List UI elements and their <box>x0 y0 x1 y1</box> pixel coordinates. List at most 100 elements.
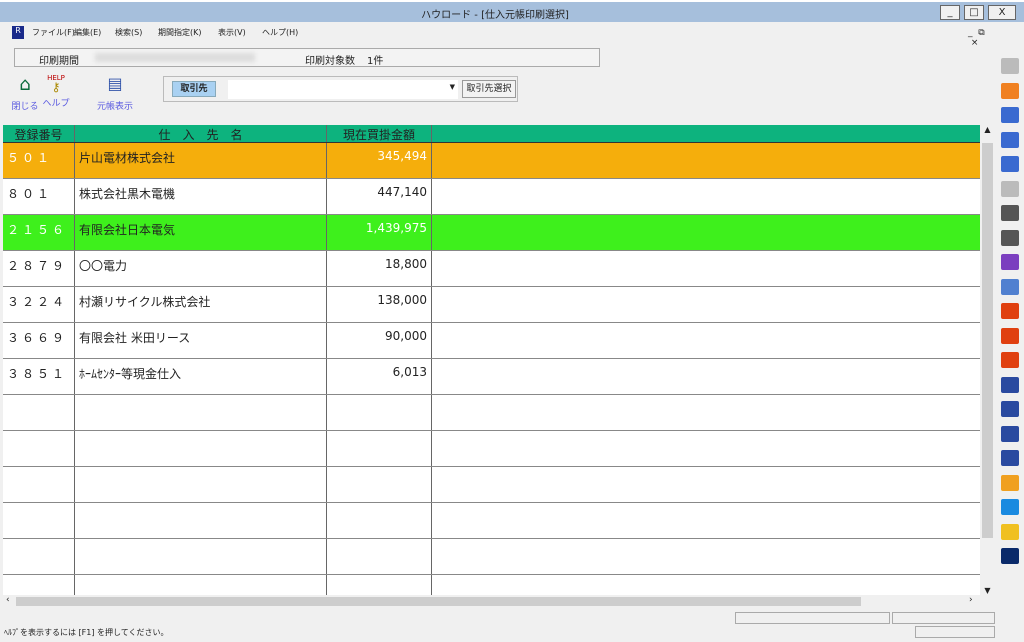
mdi-controls[interactable]: _ ⧉ × <box>968 28 985 48</box>
menu-search[interactable]: 検索(S) <box>115 28 143 37</box>
supplier-search-panel: 取引先 ▼ 取引先選択 <box>163 76 518 102</box>
taskbar-app-icon[interactable] <box>1001 401 1019 417</box>
cell-name: 株式会社黒木電機 <box>75 179 327 214</box>
cell-amount: 345,494 <box>327 143 432 178</box>
cell-blank <box>432 575 980 595</box>
menu-period[interactable]: 期間指定(K) <box>158 28 202 37</box>
table-row[interactable] <box>3 395 980 431</box>
cell-code <box>3 575 75 595</box>
taskbar-app-icon[interactable] <box>1001 548 1019 564</box>
taskbar-app-icon[interactable] <box>1001 180 1019 197</box>
table-row[interactable]: ３２２４ 村瀬リサイクル株式会社 138,000 <box>3 287 980 323</box>
window-title: ハウロード - [仕入元帳印刷選択] <box>421 10 569 21</box>
header-blank <box>432 125 980 142</box>
cell-code: ３８５１ <box>3 359 75 394</box>
table-header: 登録番号 仕 入 先 名 現在買掛金額 <box>3 125 980 143</box>
taskbar-app-icon[interactable] <box>1001 107 1019 123</box>
header-name[interactable]: 仕 入 先 名 <box>75 125 327 142</box>
cell-name <box>75 467 327 502</box>
dropdown-arrow-icon[interactable]: ▼ <box>449 83 455 91</box>
taskbar-app-icon[interactable] <box>1001 82 1019 99</box>
scroll-left-icon: ‹ <box>6 595 10 605</box>
table-row[interactable] <box>3 431 980 467</box>
table-row[interactable]: ３６６９ 有限会社 米田リース 90,000 <box>3 323 980 359</box>
close-button[interactable]: X <box>988 5 1016 20</box>
count-value: 1件 <box>367 56 384 67</box>
supplier-label: 取引先 <box>172 81 216 97</box>
home-icon: ⌂ <box>19 74 31 95</box>
select-supplier-button[interactable]: 取引先選択 <box>462 80 516 98</box>
scroll-up-icon: ▲ <box>984 125 991 134</box>
cell-blank <box>432 143 980 178</box>
table-row[interactable] <box>3 575 980 595</box>
cell-name: 有限会社日本電気 <box>75 215 327 250</box>
cell-code: ８０１ <box>3 179 75 214</box>
help-label: ヘルプ <box>42 99 70 109</box>
info-bar: 印刷期間 印刷対象数 1件 <box>14 48 600 67</box>
maximize-button[interactable]: □ <box>964 5 984 20</box>
taskbar-app-icon[interactable] <box>1001 450 1019 466</box>
table-row[interactable] <box>3 503 980 539</box>
horizontal-scrollbar[interactable]: ‹ › <box>3 595 980 608</box>
close-label: 閉じる <box>11 102 39 112</box>
table-row[interactable] <box>3 539 980 575</box>
ledger-label: 元帳表示 <box>96 102 133 112</box>
taskbar-app-icon[interactable] <box>1001 352 1019 368</box>
status-indicators <box>915 626 995 638</box>
taskbar-app-icon[interactable] <box>1001 254 1019 270</box>
taskbar-app-icon[interactable] <box>1001 499 1019 515</box>
table-row[interactable]: ３８５１ ﾎｰﾑｾﾝﾀｰ等現金仕入 6,013 <box>3 359 980 395</box>
cell-amount <box>327 575 432 595</box>
hscroll-thumb[interactable] <box>16 597 861 606</box>
scroll-down-icon: ▼ <box>984 586 991 595</box>
menu-view[interactable]: 表示(V) <box>218 28 246 37</box>
cell-blank <box>432 503 980 538</box>
taskbar-app-icon[interactable] <box>1001 523 1019 540</box>
taskbar-app-icon[interactable] <box>1001 205 1019 221</box>
taskbar-app-icon[interactable] <box>1001 229 1019 246</box>
table-row[interactable]: ５０１ 片山電材株式会社 345,494 <box>3 143 980 179</box>
cell-blank <box>432 215 980 250</box>
cell-code <box>3 539 75 574</box>
menu-edit[interactable]: 編集(E) <box>74 28 102 37</box>
cell-amount: 447,140 <box>327 179 432 214</box>
taskbar-app-icon[interactable] <box>1001 425 1019 442</box>
cell-amount: 138,000 <box>327 287 432 322</box>
header-code[interactable]: 登録番号 <box>3 125 75 142</box>
cell-name <box>75 539 327 574</box>
taskbar-app-icon[interactable] <box>1001 474 1019 491</box>
close-tool-button[interactable]: ⌂ 閉じる <box>10 74 40 112</box>
title-bar: ハウロード - [仕入元帳印刷選択] _ □ X <box>0 0 1024 22</box>
menu-help[interactable]: ヘルプ(H) <box>262 28 299 37</box>
taskbar-app-icon[interactable] <box>1001 278 1019 295</box>
cell-blank <box>432 287 980 322</box>
taskbar-app-icon[interactable] <box>1001 131 1019 148</box>
cell-name: ﾎｰﾑｾﾝﾀｰ等現金仕入 <box>75 359 327 394</box>
menu-file[interactable]: ファイル(F) <box>32 28 75 37</box>
taskbar-app-icon[interactable] <box>1001 58 1019 74</box>
cell-amount <box>327 431 432 466</box>
vertical-scrollbar[interactable]: ▲ ▼ <box>980 125 995 595</box>
supplier-combobox[interactable]: ▼ <box>228 80 458 99</box>
table-row[interactable]: ８０１ 株式会社黒木電機 447,140 <box>3 179 980 215</box>
scroll-thumb[interactable] <box>982 143 993 538</box>
help-tool-button[interactable]: HELP ⚷ ヘルプ <box>40 74 72 109</box>
cell-code <box>3 431 75 466</box>
table-row[interactable]: ２１５６ 有限会社日本電気 1,439,975 <box>3 215 980 251</box>
ledger-tool-button[interactable]: ▤ 元帳表示 <box>92 74 138 112</box>
header-amount[interactable]: 現在買掛金額 <box>327 125 432 142</box>
table-row[interactable]: ２８７９ 〇〇電力 18,800 <box>3 251 980 287</box>
cell-amount: 90,000 <box>327 323 432 358</box>
count-label: 印刷対象数 <box>305 56 355 67</box>
taskbar-app-icon[interactable] <box>1001 327 1019 344</box>
taskbar-app-icon[interactable] <box>1001 376 1019 393</box>
taskbar-app-icon[interactable] <box>1001 156 1019 172</box>
taskbar-app-icon[interactable] <box>1001 303 1019 319</box>
minimize-button[interactable]: _ <box>940 5 960 20</box>
cell-code <box>3 395 75 430</box>
cell-blank <box>432 323 980 358</box>
cell-amount: 6,013 <box>327 359 432 394</box>
cell-blank <box>432 359 980 394</box>
table-row[interactable] <box>3 467 980 503</box>
cell-name <box>75 395 327 430</box>
